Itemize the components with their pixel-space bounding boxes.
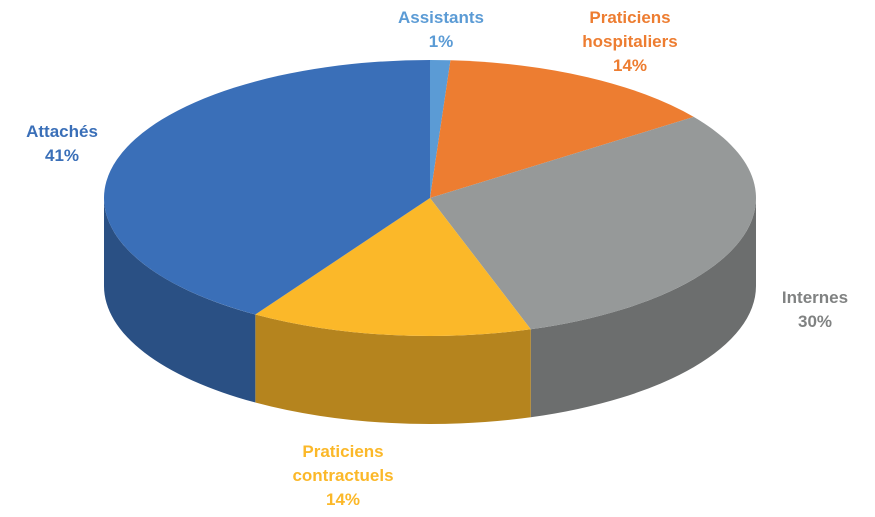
slice-side bbox=[530, 198, 756, 418]
data-label: Praticiens contractuels 14% bbox=[268, 440, 418, 512]
data-label: Praticiens hospitaliers 14% bbox=[555, 6, 705, 78]
value-label: 14% bbox=[325, 490, 361, 509]
slice-side bbox=[104, 198, 256, 403]
category-label: Assistants bbox=[398, 8, 484, 27]
value-label: 30% bbox=[797, 312, 833, 331]
value-label: 1% bbox=[428, 32, 454, 51]
slice bbox=[255, 198, 531, 336]
category-label: Internes bbox=[781, 288, 849, 307]
data-label: Attachés 41% bbox=[2, 120, 122, 168]
value-label: 14% bbox=[612, 56, 648, 75]
category-label: Attachés bbox=[26, 122, 98, 141]
slice bbox=[430, 60, 694, 199]
category-label: Praticiens hospitaliers bbox=[582, 8, 678, 51]
slice bbox=[104, 60, 430, 315]
category-label: Praticiens contractuels bbox=[292, 442, 394, 485]
data-label: Internes 30% bbox=[755, 286, 875, 334]
data-label: Assistants 1% bbox=[381, 6, 501, 54]
value-label: 41% bbox=[44, 146, 80, 165]
slice-side bbox=[255, 314, 531, 424]
slice bbox=[430, 60, 451, 198]
slice bbox=[430, 116, 756, 330]
